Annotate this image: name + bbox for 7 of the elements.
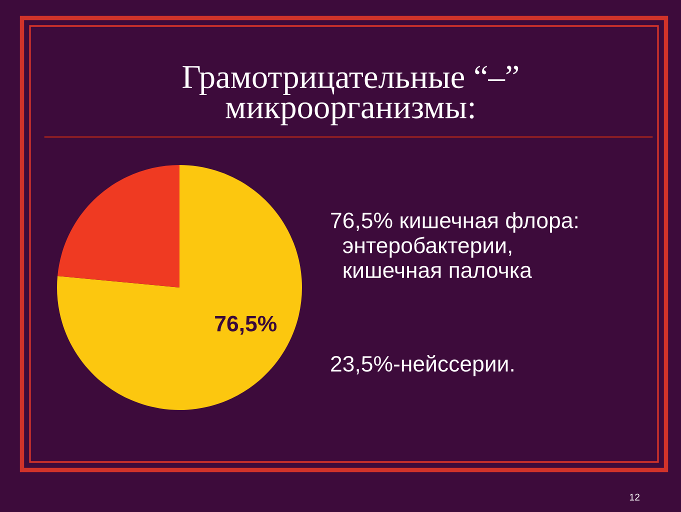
pie-slice <box>57 165 302 410</box>
text: 76,5% кишечная флора: энтеробактерии, кишечная палочка <box>331 212 578 278</box>
data-label: 76,5% <box>215 316 277 335</box>
chart-title: Грамотрицательные “–” микроорганизмы: <box>182 66 518 126</box>
text: 12 <box>630 494 640 501</box>
text: 23,5%-нейссерии. <box>331 355 514 376</box>
pie-slice <box>58 165 180 288</box>
